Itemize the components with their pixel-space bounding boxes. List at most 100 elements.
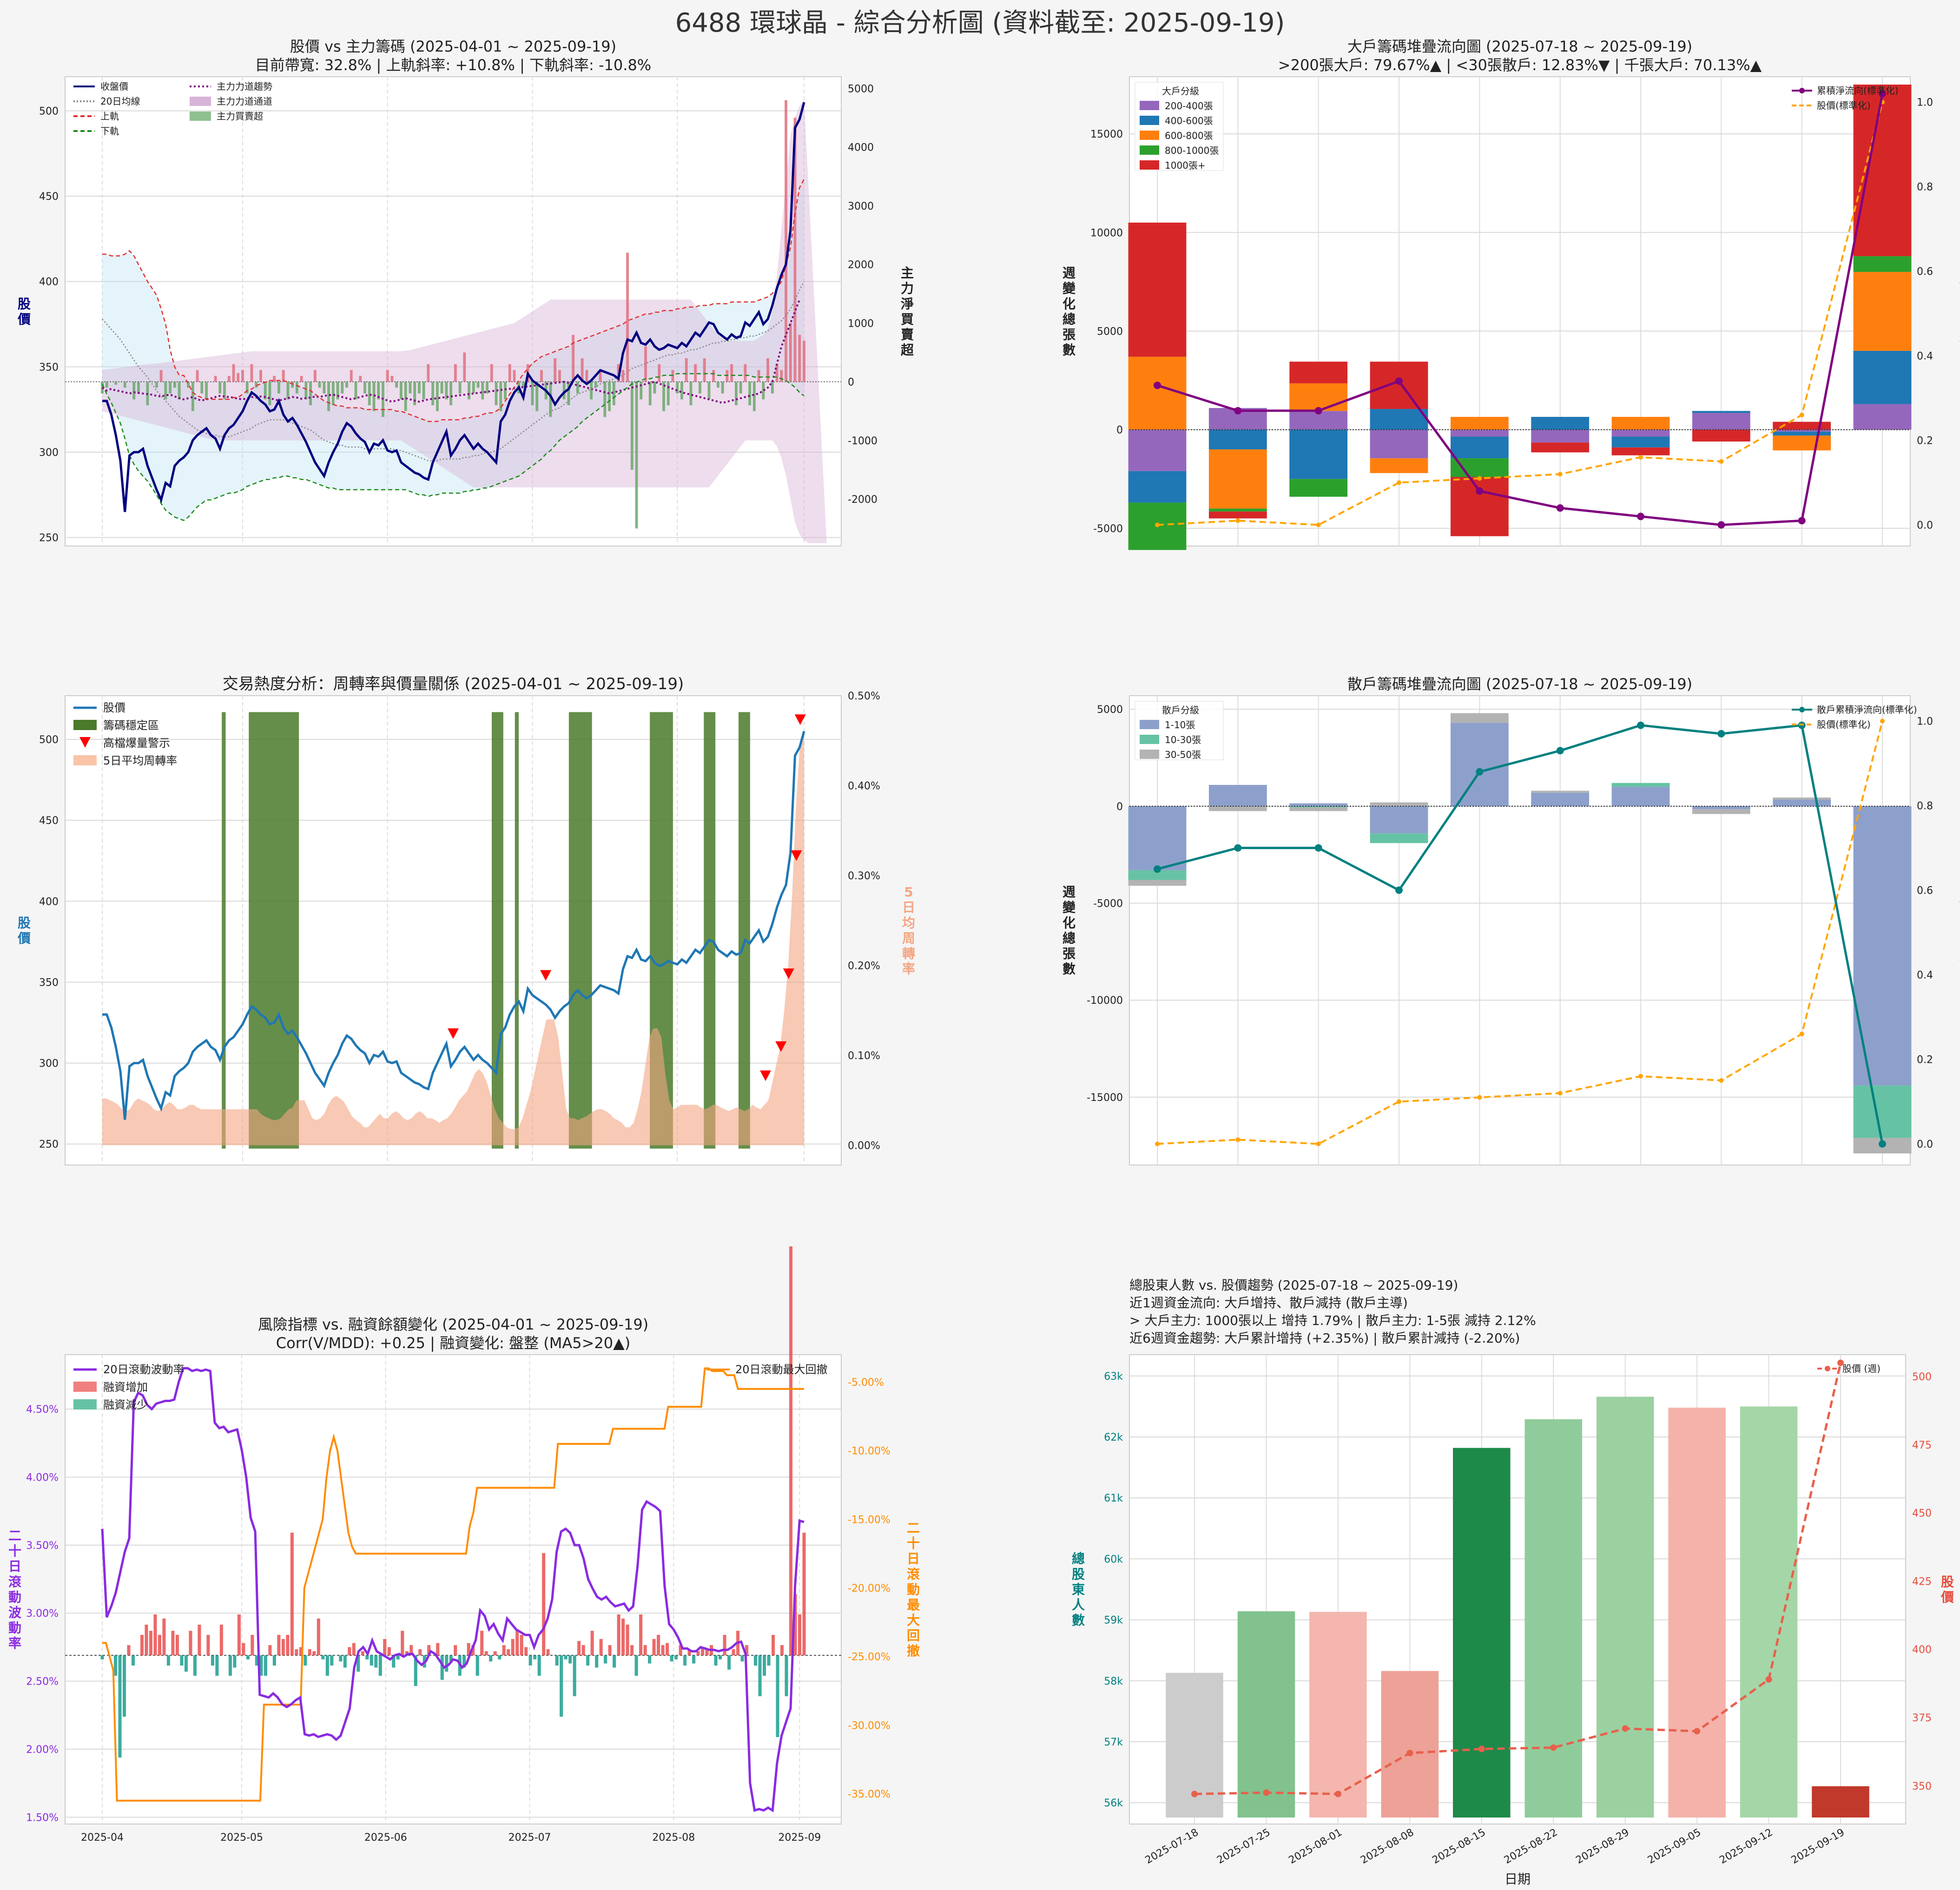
p3-stable-zone: [704, 712, 716, 1149]
p5-margin-bar: [290, 1532, 294, 1655]
p5-margin-bar: [189, 1631, 192, 1655]
p4-cum-flow-point: [1395, 886, 1403, 894]
p1-legend-label: 主力力道趨勢: [217, 81, 272, 92]
p1-flow-bar: [576, 382, 579, 394]
p3-y2tick-tick: 0.40%: [848, 780, 880, 792]
p5-margin-bar: [652, 1639, 656, 1655]
p5-margin-bar: [762, 1655, 766, 1676]
p1-flow-bar: [653, 382, 656, 394]
p3-stable-zone: [515, 712, 519, 1149]
p1-flow-bar: [762, 382, 765, 400]
p2-ytick-tick: -5000: [1093, 523, 1123, 535]
p4-ylabel-char: 變: [1062, 900, 1076, 915]
p1-flow-bar: [585, 370, 588, 382]
p3-ylabel-right-char: 均: [902, 915, 915, 930]
chart-title-line: 大戶籌碼堆疊流向圖 (2025-07-18 ~ 2025-09-19): [1347, 38, 1692, 55]
p4-ytick-tick: -15000: [1087, 1092, 1123, 1104]
p5-y2tick-tick: -20.00%: [848, 1583, 891, 1594]
p4-legend-swatch: [1799, 707, 1805, 712]
p2-stack-segment: [1370, 409, 1428, 430]
p1-flow-bar: [422, 382, 425, 400]
p5-margin-bar: [524, 1647, 528, 1655]
p4-stack-segment: [1128, 806, 1187, 870]
p1-flow-bar: [680, 382, 683, 400]
p6-y2tick-tick: 350: [1912, 1781, 1932, 1792]
p1-legend-label: 20日均線: [100, 96, 140, 107]
p4-ylabel-char: 週: [1062, 884, 1076, 900]
p2-stack-segment: [1128, 429, 1187, 471]
p2-stack-segment: [1773, 435, 1831, 451]
p3-legend-swatch: [79, 737, 91, 748]
chart-title-line: 股價 vs 主力籌碼 (2025-04-01 ~ 2025-09-19): [290, 38, 616, 55]
p1-flow-bar: [472, 382, 475, 394]
p3-ylabel-right-char: 周: [902, 930, 915, 946]
p5-margin-bar: [568, 1655, 572, 1664]
p1-flow-bar: [173, 382, 176, 388]
p1-flow-bar: [463, 352, 466, 382]
p1-flow-bar: [159, 370, 163, 382]
p3-y2tick-tick: 0.30%: [848, 870, 880, 882]
p5-ylabel-char: 波: [8, 1605, 22, 1620]
p1-flow-bar: [200, 382, 204, 394]
p4-price-norm-point: [1638, 1073, 1643, 1079]
p5-margin-bar: [793, 1594, 797, 1655]
p1-flow-bar: [196, 370, 199, 382]
p1-flow-bar: [427, 364, 430, 382]
p6-ytick-tick: 61k: [1104, 1493, 1123, 1504]
p4-cum-flow-point: [1234, 844, 1242, 852]
p1-flow-bar: [621, 370, 625, 382]
p1-force-channel: [102, 100, 827, 543]
p1-flow-bar: [707, 382, 711, 400]
p1-y2tick-tick: 3000: [848, 201, 874, 212]
p4-y2tick-tick: 0.8: [1917, 801, 1933, 812]
p6-ytick-tick: 58k: [1104, 1676, 1123, 1687]
p4-stack-segment: [1531, 790, 1590, 793]
p5-margin-bar: [467, 1643, 470, 1655]
p1-flow-bar: [218, 382, 222, 394]
p5-ytick-tick: 2.50%: [26, 1676, 59, 1688]
p5-margin-bar: [555, 1655, 559, 1666]
p6-y2tick-tick: 375: [1912, 1712, 1932, 1724]
p1-y2tick-tick: -2000: [848, 494, 878, 506]
p1-flow-bar: [612, 382, 615, 405]
p5-ylabel-right-char: 回: [907, 1628, 920, 1643]
p1-flow-bar: [114, 382, 118, 385]
p2-stack-segment: [1128, 471, 1187, 503]
p4-stack-segment: [1208, 784, 1267, 806]
p5-margin-bar: [687, 1649, 691, 1655]
p1-y2tick-tick: 4000: [848, 142, 874, 154]
p4-cum-flow-point: [1717, 730, 1725, 738]
p1-flow-bar: [603, 382, 607, 417]
p2-stack-segment: [1289, 383, 1348, 411]
p6-xtick: 2025-09-05: [1646, 1827, 1703, 1867]
p1-flow-bar: [105, 382, 108, 388]
p5-margin-bar: [277, 1634, 281, 1655]
p5-legend-label: 融資減少: [103, 1398, 148, 1411]
p5-y2tick-tick: -10.00%: [848, 1446, 891, 1457]
p1-flow-bar: [445, 382, 448, 400]
p5-ytick-tick: 2.00%: [26, 1744, 59, 1756]
p4-legend-swatch: [1140, 750, 1159, 759]
p4-stack-segment: [1208, 806, 1267, 811]
p5-margin-bar: [767, 1655, 771, 1666]
p1-flow-bar: [562, 382, 566, 400]
p5-margin-bar: [740, 1655, 744, 1662]
p1-flow-bar: [400, 382, 403, 400]
p3-stable-zone: [249, 712, 299, 1149]
p4-price-norm-point: [1235, 1137, 1241, 1142]
p1-flow-bar: [273, 375, 276, 382]
p1-flow-bar: [739, 382, 742, 394]
p4-cum-flow-point: [1314, 844, 1322, 852]
p5-margin-bar: [639, 1614, 643, 1655]
p1-ylabel-right-char: 買: [901, 311, 914, 327]
p4-cum-flow-point: [1556, 747, 1564, 755]
p5-margin-bar: [153, 1614, 157, 1655]
p1-flow-bar: [599, 370, 602, 382]
p5-margin-bar: [317, 1618, 320, 1655]
p6-ylabel-char: 人: [1072, 1597, 1085, 1613]
p5-margin-bar: [343, 1655, 347, 1668]
p5-margin-bar: [771, 1634, 775, 1655]
p4-ytick-tick: -10000: [1087, 995, 1123, 1007]
p5-margin-bar: [498, 1655, 502, 1660]
